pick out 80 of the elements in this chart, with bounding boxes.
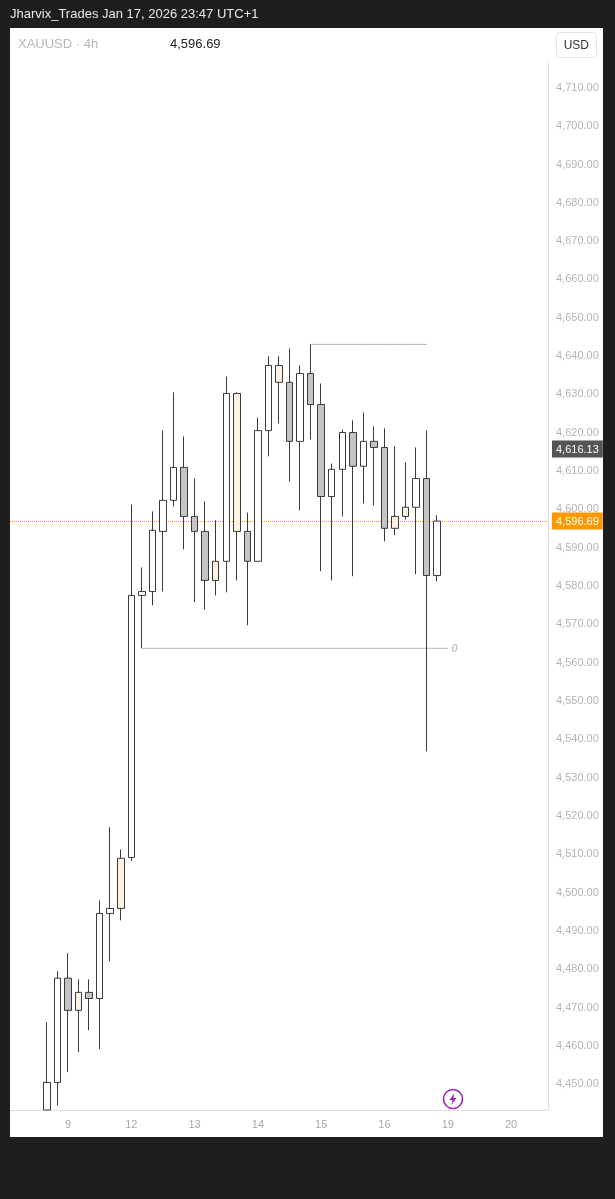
- candlestick: [180, 435, 188, 550]
- x-tick-label: 12: [125, 1117, 138, 1130]
- candlestick: [381, 427, 388, 542]
- y-tick-label: 4,590.00: [556, 540, 599, 553]
- candlestick: [402, 461, 409, 521]
- candlestick: [391, 445, 399, 536]
- candlestick: [191, 478, 198, 603]
- text: USD: [555, 32, 597, 58]
- y-tick-label: 4,570.00: [556, 617, 599, 630]
- y-tick-label: 4,580.00: [556, 579, 599, 592]
- candlestick: [170, 391, 177, 507]
- y-tick-label: 4,640.00: [556, 349, 599, 362]
- series-label: 0: [451, 642, 458, 654]
- candlestick: [433, 514, 441, 582]
- x-tick-label: 15: [315, 1117, 328, 1130]
- x-tick-label: 9: [64, 1117, 72, 1130]
- candlestick: [254, 417, 262, 562]
- text: 4,616.13: [556, 443, 599, 455]
- candlestick: [64, 952, 72, 1073]
- x-tick-label: 19: [441, 1117, 454, 1130]
- candlestick: [201, 501, 209, 611]
- candlestick: [106, 826, 114, 962]
- y-tick-label: 4,490.00: [556, 923, 599, 936]
- y-tick-label: 4,710.00: [556, 80, 599, 93]
- candlestick: [159, 430, 167, 593]
- y-tick-label: 4,650.00: [556, 310, 599, 323]
- candlestick: [265, 355, 272, 457]
- y-tick-label: 4,460.00: [556, 1038, 599, 1051]
- candlestick: [307, 343, 314, 440]
- y-tick-label: 4,620.00: [556, 425, 599, 438]
- y-tick-label: 4,700.00: [556, 119, 599, 132]
- candlestick: [244, 512, 251, 626]
- candlestick: [233, 391, 241, 581]
- y-tick-label: 4,500.00: [556, 885, 599, 898]
- candlestick: [296, 364, 304, 511]
- y-tick-label: 4,530.00: [556, 770, 599, 783]
- candlestick: [370, 425, 378, 506]
- x-tick-label: 20: [504, 1117, 518, 1130]
- y-tick-label: 4,540.00: [556, 732, 599, 745]
- chart-title: Jharvix_Trades Jan 17, 2026 23:47 UTC+1: [10, 6, 259, 21]
- y-tick-label: 4,470.00: [556, 1000, 599, 1013]
- candlestick: [85, 978, 93, 1031]
- candlestick: [75, 978, 82, 1053]
- candlestick: [149, 510, 156, 606]
- candlestick: [349, 419, 357, 577]
- candlestick: [339, 428, 346, 517]
- candlestick: [412, 446, 420, 575]
- y-tick-label: 4,660.00: [556, 272, 599, 285]
- y-tick-label: 4,630.00: [556, 387, 599, 400]
- candlestick: [328, 463, 335, 581]
- candlestick: [275, 355, 283, 424]
- y-tick-label: 4,560.00: [556, 655, 599, 668]
- y-tick-label: 4,690.00: [556, 157, 599, 170]
- ref-line-label: 4,596.69: [556, 515, 599, 528]
- candlestick: [423, 430, 430, 752]
- chart-subtitle: XAUUSD · 4h: [18, 36, 99, 51]
- candlestick: [317, 382, 325, 572]
- y-tick-label: 4,450.00: [556, 1077, 599, 1090]
- candlestick: [223, 376, 230, 593]
- y-tick-label: 4,600.00: [556, 502, 599, 515]
- x-tick-label: 14: [251, 1117, 265, 1130]
- candlestick: [286, 348, 293, 483]
- y-tick-label: 4,480.00: [556, 962, 599, 975]
- text: 4,596.69: [170, 36, 221, 51]
- candlestick: [117, 848, 125, 921]
- y-tick-label: 4,550.00: [556, 694, 599, 706]
- candlestick: [54, 970, 61, 1106]
- y-tick-label: 4,510.00: [556, 847, 599, 860]
- candlestick: [138, 566, 146, 649]
- candlestick: [128, 504, 135, 862]
- y-tick-label: 4,610.00: [556, 464, 599, 477]
- candlestick: [360, 412, 367, 504]
- y-tick-label: 4,680.00: [556, 195, 599, 208]
- x-tick-label: 13: [188, 1117, 201, 1130]
- y-tick-label: 4,670.00: [556, 234, 599, 247]
- candlestick: [96, 899, 103, 1050]
- candlestick: [43, 1021, 51, 1111]
- y-tick-label: 4,520.00: [556, 808, 599, 821]
- candlestick: [212, 519, 219, 596]
- x-tick-label: 16: [378, 1117, 391, 1130]
